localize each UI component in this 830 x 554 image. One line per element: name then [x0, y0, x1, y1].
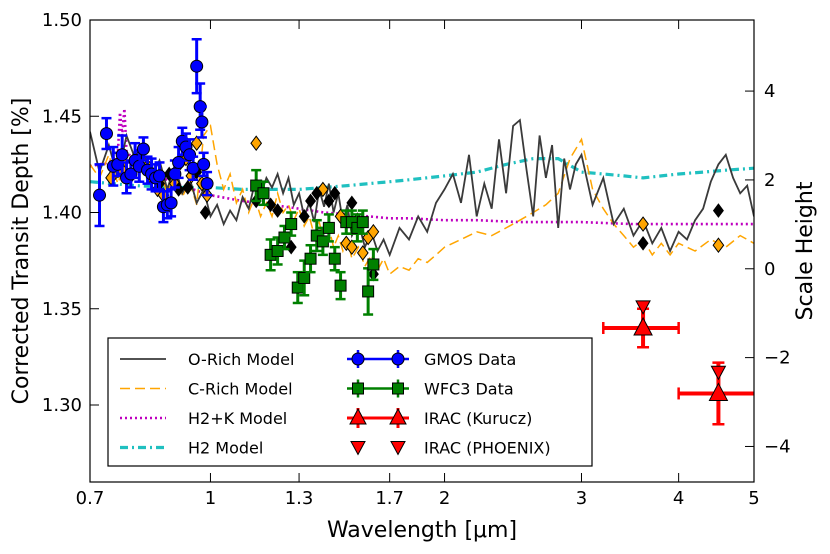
diamond-orange-point: [356, 245, 369, 261]
gmos-point: [195, 115, 209, 129]
legend-label: C-Rich Model: [188, 380, 293, 399]
series-line-h2: [90, 157, 754, 191]
legend: O-Rich Model C-Rich Model H2+K Model H2 Mod…: [107, 337, 593, 467]
x-axis-title: Wavelength [μm]: [327, 518, 517, 543]
wfc3-point: [367, 258, 380, 271]
diamond-black-point: [712, 203, 724, 218]
legend-swatch-gmos: [391, 352, 405, 366]
diamond-black-point: [285, 239, 297, 255]
legend-swatch-irac-kurucz: [349, 407, 367, 425]
wfc3-point: [356, 216, 369, 229]
x-tick-label: 1: [205, 488, 216, 509]
irac-phoenix-point: [635, 300, 651, 315]
wfc3-point: [250, 179, 263, 192]
gmos-point: [153, 169, 167, 183]
gmos-point: [190, 59, 204, 73]
legend-label: H2 Model: [188, 439, 263, 458]
wfc3-point: [257, 187, 270, 200]
legend-swatch-irac-phoenix: [390, 441, 406, 456]
irac-phoenix-point: [710, 365, 727, 381]
x-tick-label: 2: [439, 488, 450, 509]
diamond-black-point: [272, 203, 284, 218]
x-tick-label: 1.3: [285, 488, 314, 509]
x-tick-label: 5: [748, 488, 759, 509]
legend-swatch-wfc3: [392, 382, 404, 395]
diamond-orange-point: [712, 237, 725, 254]
gmos-point: [172, 155, 186, 169]
legend-swatch-irac-kurucz: [389, 407, 407, 425]
legend-label: H2+K Model: [188, 409, 287, 428]
legend-swatch-irac-phoenix: [350, 441, 366, 456]
y-axis-title: Corrected Transit Depth [%]: [9, 98, 34, 405]
wfc3-point: [304, 252, 317, 265]
legend-label: IRAC (PHOENIX): [424, 439, 551, 458]
diamond-black-point: [323, 193, 335, 209]
y2-tick-label: 4: [764, 81, 775, 102]
diamond-orange-point: [637, 216, 649, 232]
wfc3-point: [334, 279, 347, 292]
y-tick-label: 1.40: [42, 203, 82, 224]
gmos-point: [115, 148, 129, 162]
gmos-point: [200, 177, 214, 191]
gmos-point: [136, 142, 150, 156]
series-line-o-rich: [90, 118, 754, 258]
gmos-point: [93, 188, 107, 202]
legend-label: WFC3 Data: [424, 380, 514, 399]
gmos-point: [197, 157, 211, 171]
gmos-point: [164, 196, 178, 210]
y-tick-label: 1.45: [42, 106, 82, 127]
y2-tick-label: −4: [764, 436, 791, 457]
y-tick-label: 1.50: [42, 10, 82, 31]
irac-kurucz-point: [633, 316, 653, 336]
y-tick-label: 1.35: [42, 299, 82, 320]
points-layer: [93, 38, 754, 426]
diamond-black-point: [329, 185, 341, 201]
legend-label: GMOS Data: [424, 350, 516, 369]
axes-layer: 0.7 1 1.3 1.7 2 3 4 5 1.30 1.35 1.40 1.45 1.50 −4 −2 0 2…: [42, 10, 791, 509]
x-tick-label: 4: [673, 488, 684, 509]
wfc3-point: [322, 221, 335, 234]
wfc3-point: [298, 271, 311, 284]
legend-label: O-Rich Model: [188, 350, 294, 369]
series-line-h2k: [90, 108, 754, 226]
y2-tick-label: −2: [764, 348, 791, 369]
x-tick-label: 0.7: [76, 488, 105, 509]
series-layer: [90, 108, 754, 276]
wfc3-point: [285, 218, 298, 231]
y2-tick-label: 0: [764, 259, 775, 280]
gmos-point: [99, 127, 113, 141]
x-tick-label: 1.7: [375, 488, 404, 509]
diamond-orange-point: [345, 239, 358, 255]
wfc3-point: [328, 252, 341, 265]
plot-frame: [89, 19, 755, 483]
y2-tick-label: 2: [764, 170, 775, 191]
diamond-black-point: [182, 180, 194, 195]
wfc3-point: [362, 285, 375, 298]
diamond-black-point: [265, 197, 277, 213]
legend-swatch-gmos: [351, 352, 365, 366]
diamond-black-point: [311, 185, 323, 201]
y-tick-label: 1.30: [42, 395, 82, 416]
irac-kurucz-point: [708, 382, 729, 401]
y2-axis-title: Scale Height: [793, 181, 818, 320]
diamond-black-point: [305, 193, 317, 209]
legend-swatch-wfc3: [352, 382, 364, 395]
diamond-orange-point: [250, 135, 263, 152]
diamond-black-point: [637, 235, 649, 251]
x-tick-label: 3: [576, 488, 587, 509]
legend-label: IRAC (Kurucz): [424, 409, 532, 428]
diamond-black-point: [199, 205, 211, 220]
wfc3-point: [271, 245, 284, 257]
diamond-black-point: [298, 209, 310, 224]
diamond-orange-point: [367, 223, 380, 240]
wfc3-point: [278, 231, 291, 244]
